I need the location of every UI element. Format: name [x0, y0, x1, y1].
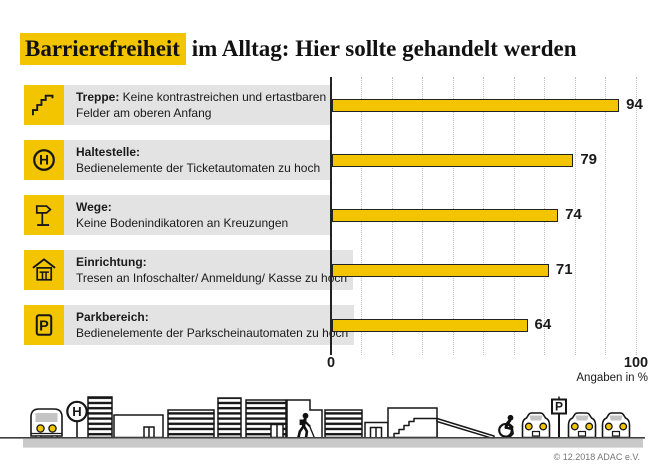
copyright-note: © 12.2018 ADAC e.V. — [553, 452, 640, 462]
wheelchair-user-illustration — [498, 414, 514, 438]
title-highlight: Barrierefreiheit — [20, 33, 186, 66]
x-tick-min: 0 — [326, 355, 336, 371]
bar — [332, 98, 620, 112]
stairs-icon — [24, 85, 64, 125]
bar-value: 79 — [580, 151, 598, 168]
svg-text:H: H — [39, 153, 49, 168]
city-skyline-illustration: H P — [0, 396, 645, 448]
cars-illustration — [521, 412, 631, 439]
bus-stop-icon: H — [24, 140, 64, 180]
tram-illustration — [30, 408, 63, 439]
axis-line — [330, 77, 332, 355]
bar-value: 94 — [626, 96, 643, 113]
category-label: Einrichtung: Tresen an Infoschalter/ Anme… — [64, 250, 354, 290]
bar — [332, 153, 574, 167]
bar-value: 64 — [534, 316, 552, 333]
ground — [23, 438, 643, 448]
car-illustration — [567, 412, 597, 439]
bus-stop-letter: H — [72, 404, 81, 419]
car-illustration — [521, 412, 551, 439]
bar — [332, 208, 559, 222]
bar — [332, 318, 528, 332]
parking-sign-illustration: P — [551, 396, 567, 438]
bar-value: 74 — [565, 206, 582, 223]
category-label: Wege: Keine Bodenindikatoren an Kreuzunge… — [64, 195, 330, 235]
parking-icon: P — [24, 305, 64, 345]
city-buildings-illustration — [87, 396, 438, 439]
bar-value: 71 — [555, 261, 573, 278]
pedestrian-with-cane-illustration — [297, 412, 315, 439]
car-illustration — [601, 412, 631, 439]
stairs-ramp-illustration — [393, 417, 495, 440]
category-label: Parkbereich: Bedienelemente der Parkschei… — [64, 305, 355, 345]
bus-stop-sign-illustration: H — [66, 400, 88, 438]
category-row: Einrichtung: Tresen an Infoschalter/ Anme… — [24, 250, 354, 290]
gridline — [605, 77, 607, 355]
building-icon — [24, 250, 64, 290]
axis-unit-note: Angaben in % — [576, 372, 648, 384]
title-rest: im Alltag: Hier sollte gehandelt werden — [185, 36, 577, 62]
svg-text:P: P — [39, 319, 49, 335]
category-row: H Haltestelle: Bedienelemente der Ticketau… — [24, 140, 330, 180]
gridline — [636, 77, 637, 355]
x-tick-max: 100 — [623, 355, 649, 371]
category-row: Wege: Keine Bodenindikatoren an Kreuzunge… — [24, 195, 330, 235]
category-label: Treppe: Keine kontrastreichen und ertast… — [64, 85, 333, 125]
parking-sign-letter: P — [555, 400, 563, 414]
gridline — [574, 77, 576, 355]
page-title: Barrierefreiheit im Alltag: Hier sollte … — [20, 33, 577, 66]
category-row: Treppe: Keine kontrastreichen und ertast… — [24, 85, 333, 125]
signpost-icon — [24, 195, 64, 235]
category-row: P Parkbereich: Bedienelemente der Parksche… — [24, 305, 355, 345]
category-label: Haltestelle: Bedienelemente der Ticketaut… — [64, 140, 330, 180]
bar — [332, 263, 549, 277]
